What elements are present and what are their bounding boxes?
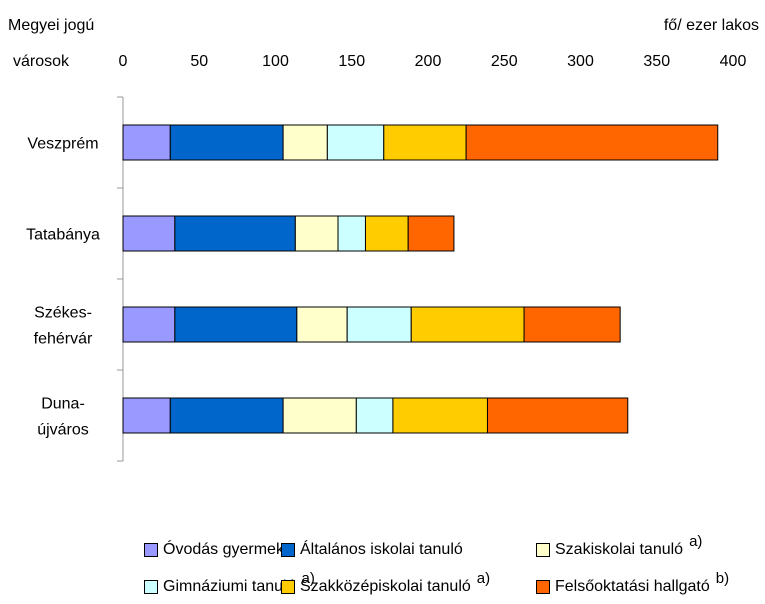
bar-segment [486, 397, 629, 434]
bar-segment [169, 124, 284, 161]
x-tick-label: 250 [491, 53, 518, 70]
bar-segment [174, 215, 296, 252]
category-label: Tatabánya [26, 227, 100, 244]
x-tick-label: 200 [415, 53, 442, 70]
category-labels: Veszprém Tatabánya Székes-fehérvár Duna-újv… [26, 136, 100, 439]
bar-segment [169, 397, 284, 434]
bar-segment [410, 306, 525, 343]
bar-segment [282, 124, 328, 161]
bar-segment [465, 124, 719, 161]
x-tick-label: 300 [567, 53, 594, 70]
bar-segment [392, 397, 488, 434]
y-axis-title-line1: Megyei jogú [8, 17, 94, 34]
bar-series [122, 124, 719, 434]
category-label: újváros [37, 422, 89, 439]
bar-segment [346, 306, 412, 343]
x-axis-title: fő/ ezer lakos [664, 17, 759, 34]
bar-segment [294, 215, 339, 252]
bar-segment [355, 397, 394, 434]
bar-segment [282, 397, 357, 434]
bar-segment [326, 124, 385, 161]
bar-segment [122, 397, 171, 434]
bar-segment [407, 215, 455, 252]
bar-segment [296, 306, 348, 343]
x-tick-label: 400 [720, 53, 747, 70]
x-tick-label: 0 [119, 53, 128, 70]
bar-segment [383, 124, 467, 161]
bar-segment [364, 215, 409, 252]
x-tick-label: 150 [338, 53, 365, 70]
bar-segment [122, 215, 176, 252]
x-tick-labels: 0 50 100 150 200 250 300 350 400 [119, 53, 747, 70]
bar-segment [523, 306, 621, 343]
category-label: fehérvár [34, 331, 93, 348]
bar-segment [337, 215, 366, 252]
bar-segment [174, 306, 298, 343]
x-tick-label: 100 [262, 53, 289, 70]
axis-titles: Megyei jogú városok fő/ ezer lakos [8, 17, 759, 70]
x-tick-label: 50 [190, 53, 208, 70]
y-axis-title-line2: városok [13, 53, 70, 70]
category-label: Székes- [34, 305, 92, 322]
x-tick-label: 350 [643, 53, 670, 70]
category-label: Duna- [41, 396, 85, 413]
y-axis [117, 96, 124, 462]
bar-segment [122, 306, 176, 343]
bar-segment [122, 124, 171, 161]
category-label: Veszprém [27, 136, 98, 153]
